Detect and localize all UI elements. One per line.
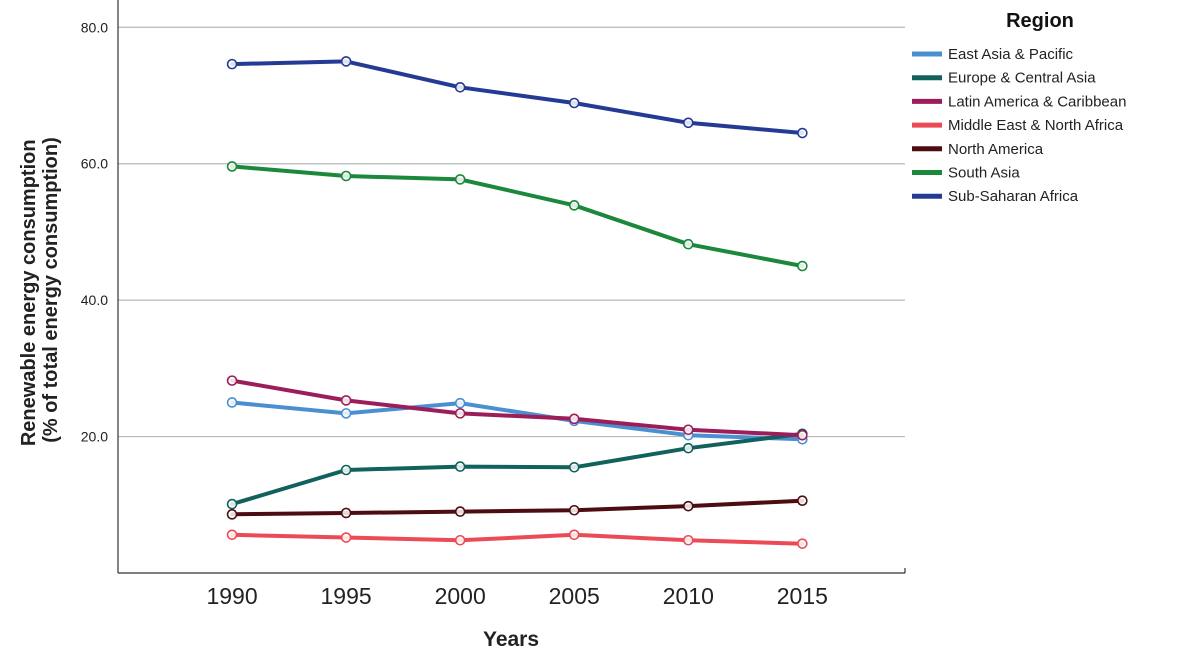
data-point	[797, 538, 808, 549]
series-line	[230, 378, 805, 438]
series-group	[226, 529, 808, 549]
legend-item: Europe & Central Asia	[912, 70, 1096, 87]
legend-item: Middle East & North Africa	[912, 117, 1124, 134]
data-point	[682, 534, 694, 546]
series-line	[230, 164, 805, 268]
data-point	[340, 507, 352, 519]
data-point	[226, 375, 238, 386]
series-line	[230, 59, 805, 135]
data-point	[226, 529, 238, 541]
data-point	[568, 461, 580, 473]
data-point	[226, 397, 238, 408]
y-axis-title: Renewable energy consumption (% of total…	[18, 134, 62, 446]
data-point	[340, 408, 352, 419]
legend-item: Latin America & Caribbean	[912, 93, 1126, 110]
gridlines	[118, 26, 905, 438]
data-point	[454, 506, 466, 517]
y-axis-ticks: 20.0 40.0 60.0 80.0	[81, 19, 108, 444]
legend-label: Latin America & Caribbean	[948, 93, 1126, 110]
legend-label: Europe & Central Asia	[948, 70, 1096, 87]
data-point	[340, 56, 352, 67]
legend-label: East Asia & Pacific	[948, 46, 1074, 63]
x-tick-label: 1995	[321, 583, 372, 609]
y-tick-label: 40.0	[81, 292, 108, 308]
data-point	[454, 397, 466, 409]
data-point	[340, 532, 352, 543]
data-point	[797, 260, 808, 272]
legend-label: Middle East & North Africa	[948, 117, 1124, 134]
series-group	[226, 56, 808, 139]
series-group	[226, 375, 808, 441]
data-point	[568, 529, 580, 541]
series-lines	[226, 56, 808, 549]
y-axis-title-line1: Renewable energy consumption	[18, 139, 40, 446]
data-point	[454, 461, 466, 472]
data-point	[454, 534, 466, 546]
data-point	[797, 495, 808, 506]
x-axis-ticks: 1990 1995 2000 2005 2010 2015	[206, 583, 827, 609]
legend-item: Sub-Saharan Africa	[912, 188, 1079, 205]
data-point	[226, 58, 238, 70]
legend-title: Region	[1006, 10, 1074, 32]
series-line	[230, 532, 805, 546]
legend-label: South Asia	[948, 165, 1020, 182]
series-group	[226, 495, 808, 520]
legend-item: East Asia & Pacific	[912, 46, 1074, 63]
data-point	[797, 127, 808, 139]
legend-label: Sub-Saharan Africa	[948, 188, 1079, 205]
data-point	[226, 161, 238, 172]
legend-item: South Asia	[912, 165, 1020, 182]
data-point	[682, 442, 694, 454]
data-point	[454, 82, 466, 93]
series-line	[230, 431, 805, 507]
x-axis-title: Years	[483, 628, 539, 651]
x-tick-label: 2005	[549, 583, 600, 609]
data-point	[568, 200, 580, 211]
axes	[117, 0, 906, 574]
x-tick-label: 2010	[663, 583, 714, 609]
data-point	[682, 500, 694, 512]
y-axis-title-line2: (% of total energy consumption)	[40, 137, 62, 443]
series-line	[230, 400, 805, 442]
legend-label: North America	[948, 141, 1044, 158]
data-point	[682, 117, 694, 129]
data-point	[226, 509, 238, 520]
x-tick-label: 2000	[435, 583, 486, 609]
legend-item: North America	[912, 141, 1044, 158]
data-point	[797, 429, 808, 441]
x-tick-label: 2015	[777, 583, 828, 609]
y-tick-label: 60.0	[81, 156, 108, 172]
data-point	[454, 174, 466, 185]
legend: Region East Asia & Pacific Europe & Centr…	[912, 10, 1126, 205]
data-point	[226, 498, 238, 510]
data-point	[340, 464, 352, 476]
data-point	[340, 170, 352, 182]
data-point	[454, 408, 466, 419]
data-point	[682, 238, 694, 250]
series-group	[226, 428, 808, 510]
data-point	[568, 413, 580, 425]
data-point	[568, 97, 580, 109]
series-line	[230, 498, 805, 517]
y-tick-label: 80.0	[81, 19, 108, 35]
data-point	[682, 424, 694, 436]
x-tick-label: 1990	[206, 583, 257, 609]
data-point	[568, 504, 580, 516]
data-point	[340, 395, 352, 406]
y-tick-label: 20.0	[81, 429, 108, 445]
series-group	[226, 161, 808, 272]
